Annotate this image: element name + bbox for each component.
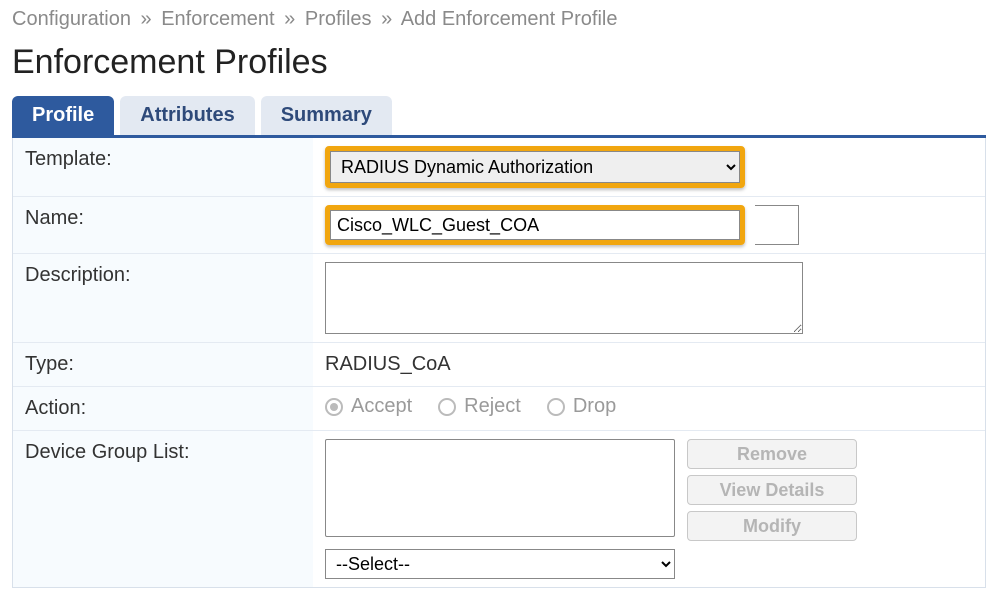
tab-summary[interactable]: Summary [261, 96, 392, 135]
modify-button[interactable]: Modify [687, 511, 857, 541]
breadcrumb: Configuration » Enforcement » Profiles »… [12, 8, 986, 31]
breadcrumb-item: Add Enforcement Profile [401, 8, 618, 30]
name-input[interactable] [330, 210, 740, 240]
device-group-select[interactable]: --Select-- [325, 549, 675, 579]
row-template: Template: RADIUS Dynamic Authorization [13, 138, 985, 197]
label-device-group-list: Device Group List: [13, 431, 313, 587]
radio-label: Drop [573, 395, 616, 418]
label-type: Type: [13, 343, 313, 386]
page-title: Enforcement Profiles [12, 43, 986, 82]
row-device-group-list: Device Group List: Remove View Details M… [13, 431, 985, 587]
radio-label: Accept [351, 395, 412, 418]
radio-dot-icon [325, 398, 343, 416]
breadcrumb-item[interactable]: Configuration [12, 8, 131, 30]
row-name: Name: [13, 197, 985, 254]
breadcrumb-separator: » [141, 8, 152, 30]
radio-accept[interactable]: Accept [325, 395, 412, 418]
radio-dot-icon [438, 398, 456, 416]
action-radio-group: Accept Reject Drop [325, 395, 616, 418]
label-action: Action: [13, 387, 313, 430]
row-action: Action: Accept Reject Drop [13, 387, 985, 431]
remove-button[interactable]: Remove [687, 439, 857, 469]
radio-drop[interactable]: Drop [547, 395, 616, 418]
label-template: Template: [13, 138, 313, 196]
type-value: RADIUS_CoA [325, 351, 451, 376]
label-name: Name: [13, 197, 313, 253]
breadcrumb-separator: » [381, 8, 392, 30]
profile-form: Template: RADIUS Dynamic Authorization N… [12, 138, 986, 588]
breadcrumb-separator: » [284, 8, 295, 30]
tab-profile[interactable]: Profile [12, 96, 114, 135]
row-description: Description: [13, 254, 985, 343]
tab-attributes[interactable]: Attributes [120, 96, 254, 135]
device-group-listbox[interactable] [325, 439, 675, 537]
radio-label: Reject [464, 395, 521, 418]
highlight-template: RADIUS Dynamic Authorization [325, 146, 745, 188]
radio-reject[interactable]: Reject [438, 395, 521, 418]
description-textarea[interactable] [325, 262, 803, 334]
tab-bar: Profile Attributes Summary [12, 96, 986, 138]
view-details-button[interactable]: View Details [687, 475, 857, 505]
label-description: Description: [13, 254, 313, 342]
template-select[interactable]: RADIUS Dynamic Authorization [330, 151, 740, 183]
row-type: Type: RADIUS_CoA [13, 343, 985, 387]
name-input-extension [755, 205, 799, 245]
highlight-name [325, 205, 745, 245]
breadcrumb-item[interactable]: Enforcement [161, 8, 274, 30]
radio-dot-icon [547, 398, 565, 416]
breadcrumb-item[interactable]: Profiles [305, 8, 372, 30]
